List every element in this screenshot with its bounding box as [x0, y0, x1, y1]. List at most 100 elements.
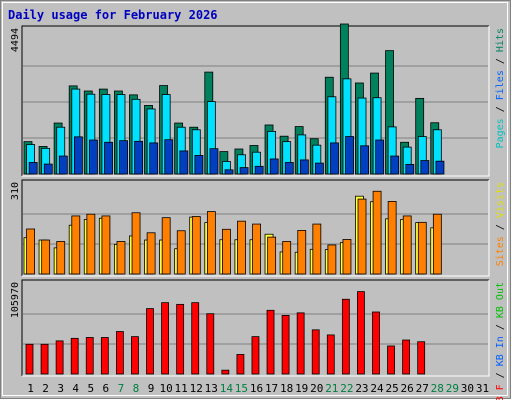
bar-kbytes-kb-f-day-9 — [146, 308, 154, 375]
bar-kbytes-kb-f-day-13 — [206, 313, 215, 375]
bar-hits-files-pages-pages-day-23 — [360, 145, 370, 175]
x-tick-label: 5 — [87, 382, 94, 395]
chart-title: Daily usage for February 2026 — [8, 8, 218, 22]
chart-frame-inner — [2, 2, 508, 396]
bar-hits-files-pages-pages-day-1 — [28, 162, 38, 175]
x-tick-label: 29 — [446, 382, 459, 395]
bar-kbytes-kb-f-day-17 — [266, 309, 275, 375]
bar-visits-sites-sites-day-18 — [282, 241, 292, 275]
bar-visits-sites-sites-day-1 — [26, 228, 36, 275]
bar-visits-sites-sites-day-12 — [191, 216, 201, 275]
x-tick-label: 10 — [159, 382, 172, 395]
panel-kbytes-legend-item: / — [495, 366, 506, 384]
bar-kbytes-kb-f-day-24 — [372, 311, 380, 375]
bar-visits-sites-sites-day-8 — [131, 212, 141, 275]
x-tick-label: 6 — [103, 382, 110, 395]
bar-kbytes-kb-f-day-1 — [25, 343, 34, 375]
bar-kbytes-kb-f-day-4 — [70, 337, 79, 375]
bar-hits-files-pages-pages-day-3 — [58, 155, 68, 175]
bar-hits-files-pages-pages-day-22 — [345, 136, 354, 175]
bar-visits-sites-sites-day-6 — [101, 215, 111, 275]
bar-kbytes-kb-f-day-19 — [296, 312, 305, 375]
x-tick-label: 30 — [461, 382, 474, 395]
panel-hits-files-pages-legend-item: Files — [495, 70, 506, 100]
x-tick-label: 20 — [310, 382, 323, 395]
panel-visits-sites-legend-item: Visits — [495, 182, 506, 218]
x-tick-label: 17 — [265, 382, 278, 395]
bar-visits-sites-sites-day-4 — [71, 215, 81, 275]
bar-hits-files-pages-pages-day-4 — [73, 136, 83, 175]
bar-hits-files-pages-pages-day-6 — [104, 141, 113, 175]
x-tick-label: 4 — [72, 382, 79, 395]
bar-kbytes-kb-f-day-2 — [40, 343, 49, 375]
bar-kbytes-kb-f-day-14 — [221, 369, 230, 375]
x-tick-label: 1 — [27, 382, 34, 395]
x-tick-label: 25 — [385, 382, 398, 395]
panel-hits-files-pages-legend-item: Hits — [495, 28, 506, 52]
bar-kbytes-kb-f-day-7 — [115, 331, 124, 375]
bar-hits-files-pages-pages-day-5 — [89, 139, 98, 175]
panel-kbytes-bevel-dark — [21, 279, 489, 376]
bar-visits-sites-sites-day-19 — [297, 230, 307, 275]
bar-visits-sites-sites-day-5 — [86, 213, 96, 275]
bar-hits-files-pages-pages-day-28 — [435, 160, 445, 175]
x-tick-label: 8 — [133, 382, 140, 395]
x-tick-label: 27 — [416, 382, 429, 395]
bar-hits-files-pages-pages-day-18 — [284, 162, 294, 175]
bar-hits-files-pages-pages-day-26 — [405, 163, 415, 175]
bar-hits-files-pages-pages-day-17 — [269, 158, 279, 175]
panel-hits-files-pages-legend-item: Pages — [495, 118, 506, 148]
bar-hits-files-pages-pages-day-19 — [299, 159, 309, 175]
bar-hits-files-pages-pages-day-21 — [330, 142, 339, 175]
bar-hits-files-pages-pages-day-20 — [315, 162, 324, 175]
bar-hits-files-pages-pages-day-16 — [254, 165, 264, 175]
bar-kbytes-kb-f-day-25 — [387, 345, 395, 375]
bar-kbytes-kb-f-day-26 — [402, 339, 411, 375]
bar-visits-sites-sites-day-14 — [222, 228, 231, 275]
bar-visits-sites-sites-day-3 — [56, 241, 66, 275]
panel-hits-files-pages-legend-item: / — [495, 52, 506, 70]
x-tick-label: 13 — [205, 382, 218, 395]
panel-visits-sites-bevel-dark — [21, 179, 489, 276]
x-tick-label: 31 — [476, 382, 489, 395]
x-tick-label: 18 — [280, 382, 293, 395]
x-tick-label: 2 — [42, 382, 49, 395]
bar-kbytes-kb-f-day-21 — [326, 334, 335, 375]
panel-hits-files-pages-bevel-dark — [21, 25, 489, 176]
panel-visits-sites-legend: Sites / Visits — [495, 182, 506, 266]
bar-kbytes-kb-f-day-22 — [341, 298, 350, 375]
x-tick-label: 28 — [431, 382, 444, 395]
bar-hits-files-pages-pages-day-25 — [390, 155, 400, 175]
bar-hits-files-pages-pages-day-13 — [209, 148, 219, 175]
bar-kbytes-kb-f-day-6 — [100, 337, 109, 375]
bar-visits-sites-sites-day-20 — [312, 223, 322, 275]
bar-kbytes-kb-f-day-20 — [311, 329, 320, 375]
panel-hits-files-pages-bevel-light — [22, 26, 490, 177]
panel-kbytes-max-label: 105970 — [10, 282, 21, 318]
panel-visits-sites-bevel-light — [22, 180, 490, 277]
x-tick-label: 26 — [401, 382, 414, 395]
x-tick-label: 22 — [340, 382, 353, 395]
bar-visits-sites-sites-day-11 — [176, 230, 186, 275]
x-tick-label: 3 — [57, 382, 64, 395]
bar-kbytes-kb-f-day-16 — [251, 336, 260, 375]
bar-visits-sites-sites-day-2 — [41, 239, 51, 275]
bar-hits-files-pages-pages-day-12 — [194, 155, 204, 175]
panel-visits-sites-legend-item: Sites — [495, 236, 506, 266]
bar-visits-sites-sites-day-21 — [327, 244, 337, 275]
bar-hits-files-pages-pages-day-8 — [134, 140, 144, 175]
bar-visits-sites-sites-day-28 — [432, 213, 442, 275]
bar-kbytes-kb-f-day-27 — [417, 341, 426, 375]
bar-hits-files-pages-pages-day-2 — [43, 163, 53, 175]
panel-kbytes-legend: KB F / KB In / KB Out — [495, 282, 506, 400]
bar-hits-files-pages-pages-day-7 — [119, 140, 128, 175]
bar-visits-sites-sites-day-7 — [116, 241, 126, 275]
x-tick-label: 15 — [235, 382, 248, 395]
bar-visits-sites-sites-day-16 — [252, 223, 261, 275]
bar-visits-sites-sites-day-22 — [342, 239, 352, 275]
panel-kbytes-legend-item: KB F — [495, 384, 506, 400]
x-tick-label: 24 — [370, 382, 384, 395]
x-tick-label: 11 — [175, 382, 188, 395]
panel-visits-sites-legend-item: / — [495, 218, 506, 236]
